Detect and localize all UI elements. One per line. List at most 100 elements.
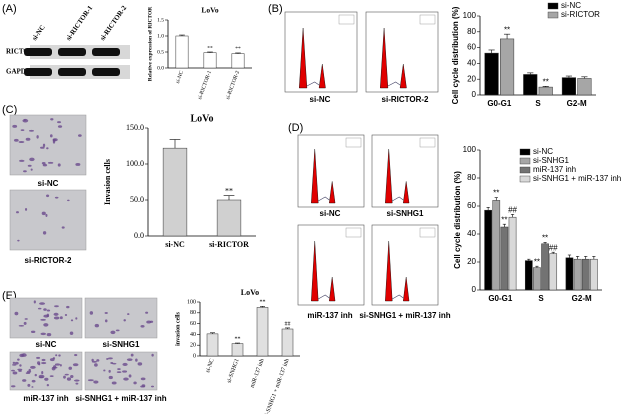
cell (58, 354, 61, 357)
chart-title: LoVo (241, 288, 259, 297)
cell (59, 316, 63, 320)
cell (17, 239, 20, 242)
cell (25, 372, 31, 375)
cell (23, 119, 26, 121)
significance: ** (534, 257, 540, 266)
panel-label: (C) (2, 104, 17, 116)
cell (64, 373, 69, 376)
cell (123, 319, 126, 322)
cell (20, 129, 25, 131)
cell (17, 368, 23, 371)
cell (67, 199, 70, 202)
micrograph (9, 189, 87, 251)
y-axis-label: Cell cycle distribution (%) (451, 6, 460, 104)
y-tick-label: 0.0 (134, 231, 144, 240)
cell (140, 377, 146, 381)
y-tick-label: 60 (467, 43, 476, 52)
cell (45, 213, 48, 217)
chart-title: LoVo (201, 6, 218, 15)
cell (27, 383, 31, 387)
cell (127, 313, 130, 316)
y-axis-label: Invasion cells (103, 159, 112, 205)
cell (115, 329, 120, 332)
cell (34, 373, 37, 377)
y-tick-label: 40 (467, 59, 476, 68)
cell (11, 369, 15, 372)
cell (39, 302, 46, 305)
x-tick-label: G2-M (572, 294, 592, 303)
y-tick-label: 0.5 (157, 49, 164, 55)
cell (57, 125, 63, 128)
cell (52, 366, 58, 369)
g1-peak (311, 148, 319, 204)
legend-label: si-NC (533, 147, 553, 156)
bar (231, 343, 244, 357)
bar (508, 216, 517, 291)
y-tick-label: 80 (467, 173, 476, 182)
blot-band (24, 48, 52, 56)
cell (40, 332, 47, 336)
blot-band (58, 68, 86, 76)
image-caption: miR-137 inh (307, 311, 352, 320)
legend-label: si-RICTOR (561, 10, 600, 19)
blot-band (92, 68, 120, 76)
cell (37, 307, 42, 310)
cell (91, 358, 94, 362)
bar (523, 74, 538, 96)
bar (206, 333, 219, 357)
y-tick-label: 0.0 (157, 65, 164, 71)
row-label: RICTOR (6, 48, 35, 56)
cell (40, 146, 45, 149)
image-caption: si-SNHG1 (387, 209, 424, 218)
s-phase (387, 81, 401, 87)
bar (500, 38, 515, 96)
cell (42, 231, 47, 235)
g2-peak (399, 63, 407, 89)
micrograph (9, 351, 83, 391)
legend-label: miR-137 inh (533, 165, 576, 174)
g2-peak (318, 63, 326, 89)
cell (47, 161, 54, 164)
cell (41, 361, 47, 365)
cell (40, 318, 46, 321)
g2-peak (403, 181, 410, 204)
cell (18, 369, 22, 372)
flow-legend (345, 137, 362, 148)
significance: ** (501, 215, 507, 224)
bar (581, 258, 590, 291)
image-caption: si-NC (320, 209, 341, 218)
cell (42, 163, 48, 167)
significance: ** (235, 336, 241, 342)
cell (53, 312, 59, 316)
cell (61, 226, 65, 229)
flow-legend (345, 227, 362, 238)
x-tick-label: si-NC (175, 70, 185, 85)
cell (133, 381, 137, 385)
legend-swatch (519, 175, 531, 183)
cell (94, 323, 100, 328)
bar (162, 147, 188, 237)
cell (130, 353, 134, 357)
cell (122, 370, 128, 373)
bar (231, 53, 245, 69)
g1-peak (385, 240, 393, 302)
bar (203, 52, 217, 69)
cell (27, 164, 32, 167)
cell (108, 369, 111, 373)
cell (43, 308, 47, 311)
cell (106, 357, 109, 360)
bar (484, 209, 492, 291)
micrograph (9, 297, 83, 339)
y-tick-label: 60 (467, 201, 476, 210)
cell (41, 211, 46, 216)
cell (117, 368, 121, 371)
cell (23, 170, 27, 173)
image-caption: miR-137 inh (23, 394, 68, 403)
cell (18, 140, 25, 143)
cell (104, 312, 108, 314)
panel-label: (D) (288, 122, 303, 134)
cell (87, 379, 94, 382)
bar (541, 243, 549, 291)
cell (123, 377, 129, 381)
